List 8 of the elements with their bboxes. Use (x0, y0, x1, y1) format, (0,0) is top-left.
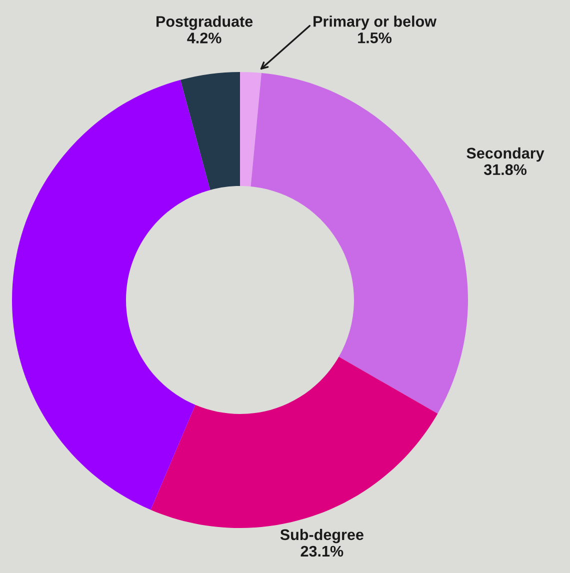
slice-label: Sub-degree (280, 528, 364, 544)
data-label: 4.2% (187, 32, 222, 44)
slice-label: Primary or below (314, 16, 437, 30)
slice-label: Postgraduate (156, 16, 253, 30)
data-label: 31.8% (484, 164, 527, 176)
data-label: 1.5% (358, 32, 392, 44)
slice-label: Secondary (466, 147, 544, 162)
data-label: 23.1% (300, 546, 344, 557)
